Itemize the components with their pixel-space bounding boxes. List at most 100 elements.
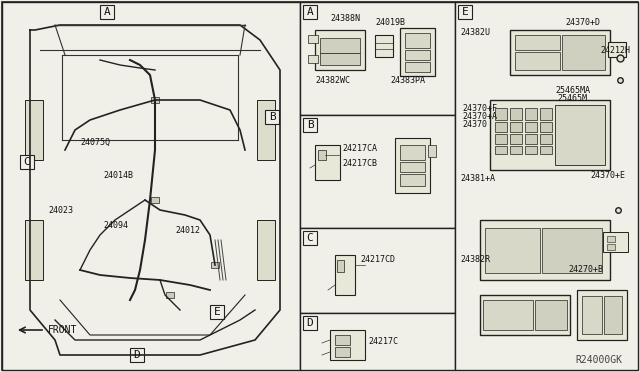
Bar [582,296,602,334]
Bar [455,2,638,370]
Bar [300,228,455,313]
Bar [151,97,159,103]
Text: A: A [307,7,314,17]
Text: 24382U: 24382U [460,28,490,36]
Bar [510,108,522,120]
Bar [495,122,507,132]
Text: 24217CA: 24217CA [342,144,377,153]
Bar [405,50,430,60]
Text: D: D [134,350,140,360]
Bar [257,220,275,280]
Bar [320,38,360,53]
Bar [375,35,393,57]
Text: FRONT: FRONT [48,325,77,335]
Bar [210,305,224,319]
Text: B: B [269,112,275,122]
Bar [400,174,425,186]
Bar [151,197,159,203]
Text: 24370+D: 24370+D [565,17,600,26]
Text: C: C [24,157,30,167]
Bar [303,231,317,245]
Bar [303,5,317,19]
Bar [315,30,365,70]
Text: 25465M: 25465M [557,93,587,103]
Bar [300,115,455,228]
Text: 24370+F: 24370+F [462,103,497,112]
Text: 24382R: 24382R [460,256,490,264]
Bar [607,244,615,250]
Bar [490,100,610,170]
Text: R24000GK: R24000GK [575,355,622,365]
Bar [405,62,430,72]
Bar [308,35,318,43]
Text: 24012: 24012 [175,225,200,234]
Bar [510,30,610,75]
Text: 24212H: 24212H [600,45,630,55]
Bar [555,105,605,165]
Text: 24388N: 24388N [330,13,360,22]
Bar [25,220,43,280]
Bar [540,122,552,132]
Bar [100,5,114,19]
Bar [300,313,455,370]
Bar [458,5,472,19]
Bar [335,255,355,295]
Text: A: A [104,7,110,17]
Text: 24217C: 24217C [368,337,398,346]
Text: 24370+E: 24370+E [590,170,625,180]
Text: 24370: 24370 [462,119,487,128]
Text: 24075Q: 24075Q [80,138,110,147]
Bar [603,232,628,252]
Bar [480,220,610,280]
Bar [315,145,340,180]
Bar [525,108,537,120]
Bar [604,296,622,334]
Bar [320,53,360,65]
Text: E: E [214,307,220,317]
Bar [318,150,326,160]
Text: 24381+A: 24381+A [460,173,495,183]
Bar [405,33,430,48]
Bar [130,348,144,362]
Bar [577,290,627,340]
Text: D: D [307,318,314,328]
Text: 24370+A: 24370+A [462,112,497,121]
Bar [510,122,522,132]
Bar [525,134,537,144]
Text: B: B [307,120,314,130]
Bar [257,100,275,160]
Bar [562,35,605,70]
Bar [495,108,507,120]
Bar [540,108,552,120]
Bar [515,52,560,70]
Bar [400,28,435,76]
Bar [400,145,425,160]
Bar [495,146,507,154]
Bar [428,145,436,157]
Bar [525,122,537,132]
Text: 24217CD: 24217CD [360,256,395,264]
Text: 24270+B: 24270+B [568,266,603,275]
Bar [480,295,570,335]
Bar [337,260,344,272]
Bar [166,292,174,298]
Bar [2,2,300,370]
Text: 24014B: 24014B [103,170,133,180]
Bar [303,316,317,330]
Bar [335,347,350,357]
Bar [525,146,537,154]
Bar [510,134,522,144]
Bar [303,118,317,132]
Bar [20,155,34,169]
Text: 24217CB: 24217CB [342,158,377,167]
Bar [495,134,507,144]
Bar [483,300,533,330]
Bar [542,228,602,273]
Bar [535,300,567,330]
Text: 24382WC: 24382WC [315,76,350,84]
Text: 24094: 24094 [103,221,128,230]
Text: 24023: 24023 [48,205,73,215]
Text: C: C [307,233,314,243]
Text: E: E [461,7,468,17]
Bar [335,335,350,345]
